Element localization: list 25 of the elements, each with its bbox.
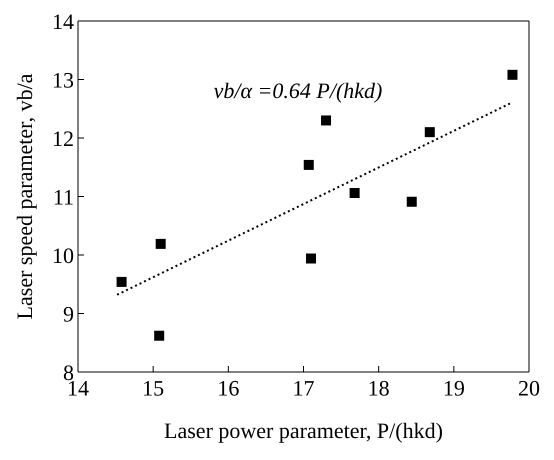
point	[156, 238, 166, 249]
x-tick-label: 18	[368, 376, 390, 401]
x-tick-label: 15	[142, 376, 164, 401]
x-tick-label: 20	[518, 376, 540, 401]
y-axis-title: Laser speed parameter, vb/a	[12, 73, 37, 320]
x-tick-label: 16	[217, 376, 240, 401]
y-tick-label: 14	[52, 8, 74, 34]
point	[306, 254, 316, 264]
x-tick-label: 19	[442, 376, 465, 401]
y-tick-label: 12	[52, 126, 74, 151]
x-tick-label: 17	[292, 376, 314, 401]
point	[304, 160, 314, 170]
point	[507, 70, 518, 80]
y-tick-label: 9	[63, 301, 74, 326]
point	[350, 188, 360, 198]
point	[154, 330, 164, 341]
point	[321, 115, 332, 126]
y-tick-label: 11	[52, 184, 74, 210]
point	[424, 127, 435, 138]
point	[116, 276, 127, 287]
y-tick-label: 13	[52, 67, 74, 92]
point	[406, 196, 417, 207]
annotation: vb/α =0.64 P/(hkd)	[212, 78, 384, 104]
x-axis-title: Laser power parameter, P/(hkd)	[164, 418, 443, 443]
y-tick-label: 10	[52, 242, 74, 268]
